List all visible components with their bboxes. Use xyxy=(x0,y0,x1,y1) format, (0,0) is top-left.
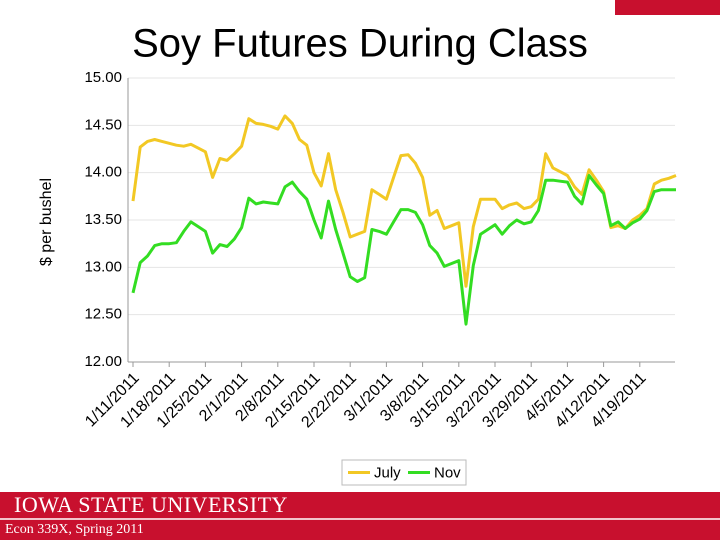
footer-band xyxy=(0,492,720,540)
y-tick-label: 12.00 xyxy=(84,353,122,370)
footer-university: Iowa State University xyxy=(14,492,288,517)
y-tick-label: 12.50 xyxy=(84,306,122,323)
y-tick-label: 14.00 xyxy=(84,164,122,181)
y-tick-label: 14.50 xyxy=(84,116,122,133)
y-tick-label: 13.00 xyxy=(84,258,122,275)
footer-course: Econ 339X, Spring 2011 xyxy=(5,522,144,537)
corner-bar xyxy=(615,0,720,15)
legend-label: Nov xyxy=(434,464,461,481)
y-tick-label: 15.00 xyxy=(84,69,122,86)
series-line xyxy=(131,114,677,288)
chart-title: Soy Futures During Class xyxy=(132,22,588,66)
y-axis-label: $ per bushel xyxy=(38,178,55,266)
series-line xyxy=(131,174,676,326)
y-tick-label: 13.50 xyxy=(84,211,122,228)
legend-label: July xyxy=(374,464,401,481)
